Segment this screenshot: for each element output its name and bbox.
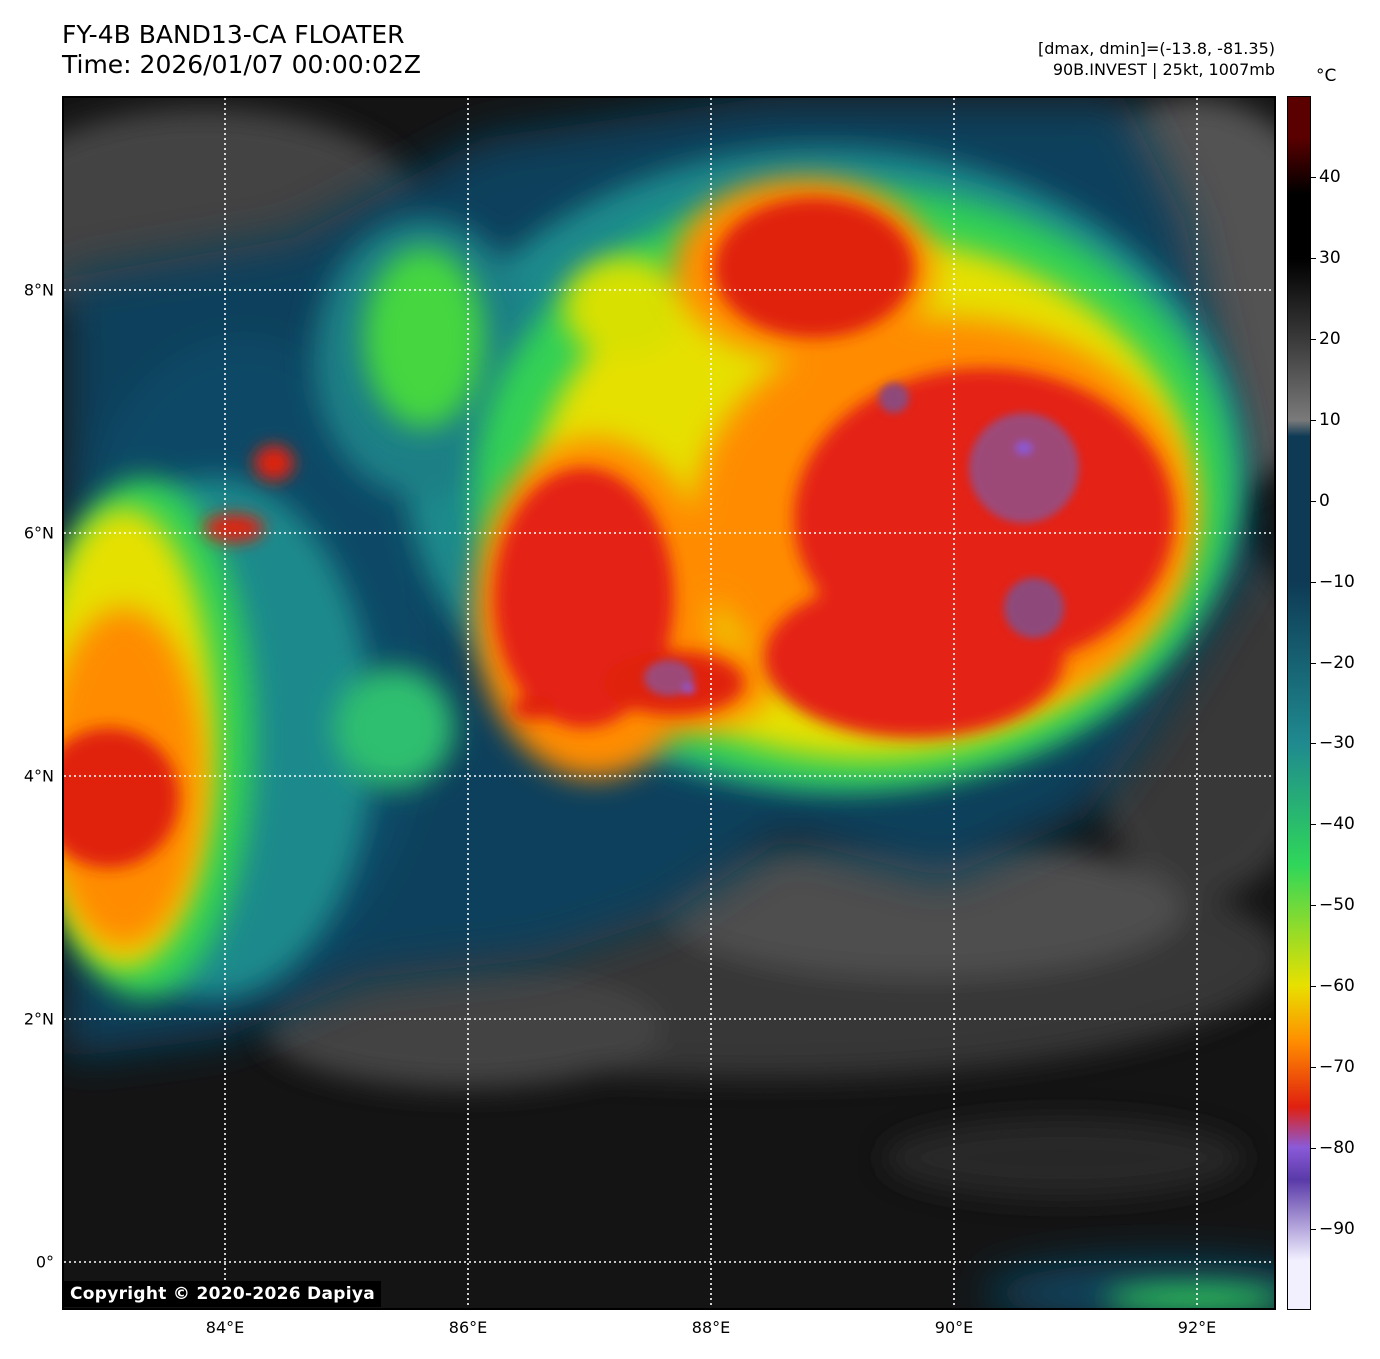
lat-label-0: 0° [35,1252,54,1272]
colorbar-tick-label: 10 [1319,409,1341,430]
colorbar-tick-mark [1311,824,1316,826]
lon-label-90e: 90°E [934,1318,974,1337]
title-line-1: FY-4B BAND13-CA FLOATER [62,20,405,49]
colorbar-tick-mark [1311,662,1316,664]
colorbar-tick-label: 0 [1319,490,1330,511]
title-line-2: Time: 2026/01/07 00:00:02Z [62,50,421,79]
lat-label-8n: 8°N [23,280,54,300]
colorbar-tick-mark [1311,419,1316,421]
chart-title: FY-4B BAND13-CA FLOATER Time: 2026/01/07… [62,20,421,80]
colorbar-tick-label: 40 [1319,166,1341,187]
colorbar-tick-label: −40 [1319,814,1355,835]
colorbar-tick-mark [1311,500,1316,502]
lat-label-4n: 4°N [23,766,54,786]
colorbar-tick-mark [1311,1148,1316,1150]
colorbar-tick-mark [1311,1067,1316,1069]
colorbar-tick-label: 20 [1319,328,1341,349]
temperature-range-text: [dmax, dmin]=(-13.8, -81.35) [1037,39,1275,58]
colorbar [1287,96,1311,1310]
storm-details-text: 90B.INVEST | 25kt, 1007mb [1052,60,1275,79]
colorbar-tick-label: −70 [1319,1057,1355,1078]
colorbar-tick-mark [1311,743,1316,745]
lat-label-6n: 6°N [23,523,54,543]
lon-label-92e: 92°E [1177,1318,1217,1337]
storm-info: [dmax, dmin]=(-13.8, -81.35) 90B.INVEST … [1038,38,1275,80]
lat-label-2n: 2°N [23,1009,54,1029]
graticule [64,98,1274,1308]
colorbar-tick-label: −90 [1319,1219,1355,1240]
satellite-imagery-svg [64,98,1274,1308]
colorbar-tick-mark [1311,1229,1316,1231]
lon-label-84e: 84°E [205,1318,245,1337]
colorbar-tick-label: −20 [1319,652,1355,673]
colorbar-tick-label: −10 [1319,571,1355,592]
colorbar-tick-label: −80 [1319,1138,1355,1159]
lon-label-88e: 88°E [691,1318,731,1337]
colorbar-tick-mark [1311,176,1316,178]
colorbar-tick-mark [1311,257,1316,259]
colorbar-tick-label: −30 [1319,733,1355,754]
colorbar-tick-mark [1311,905,1316,907]
colorbar-tick-mark [1311,581,1316,583]
colorbar-tick-label: −60 [1319,976,1355,997]
colorbar-unit: °C [1316,66,1337,86]
lon-label-86e: 86°E [448,1318,488,1337]
copyright-text: Copyright © 2020-2026 Dapiya [64,1281,381,1307]
colorbar-tick-mark [1311,986,1316,988]
colorbar-tick-label: 30 [1319,247,1341,268]
colorbar-tick-label: −50 [1319,895,1355,916]
colorbar-tick-mark [1311,338,1316,340]
satellite-image [62,96,1276,1310]
